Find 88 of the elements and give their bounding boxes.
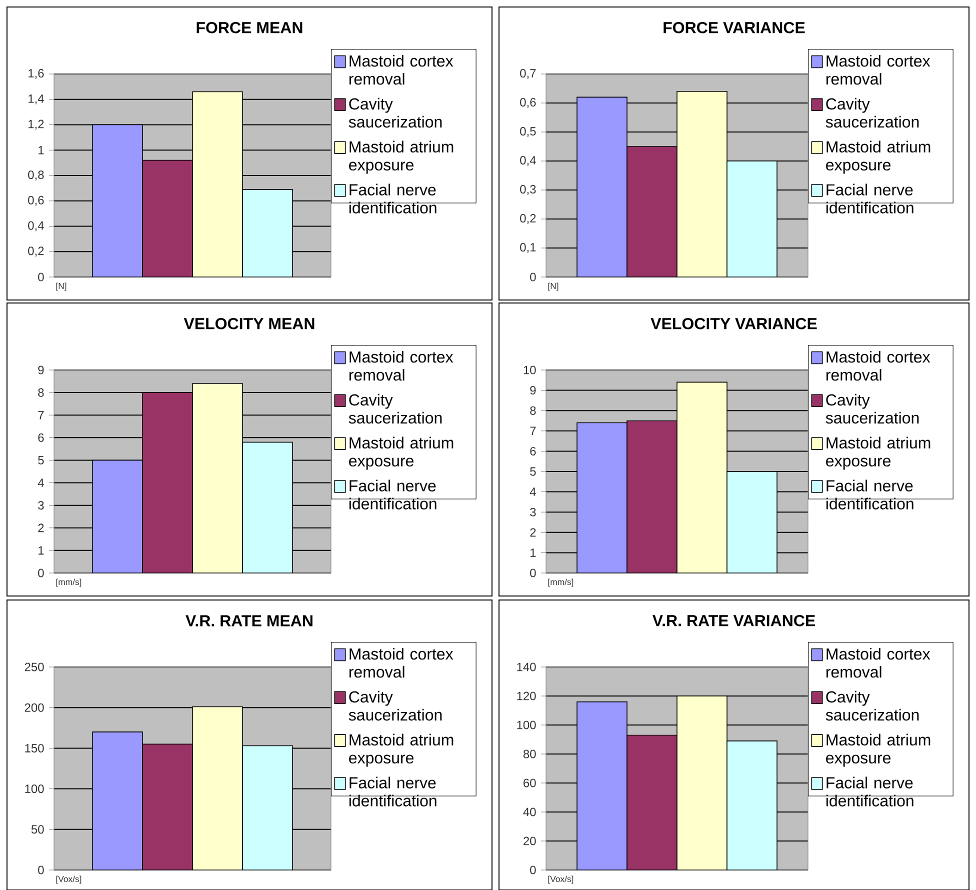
- y-tick-label: 0,4: [28, 221, 44, 232]
- y-tick-label: 60: [524, 778, 536, 788]
- y-tick-label: 5: [38, 456, 44, 464]
- chart-title: V.R. RATE VARIANCE: [652, 614, 816, 626]
- y-tick-label: 1: [530, 548, 536, 557]
- y-tick-label: 2: [38, 524, 44, 532]
- chart-title: FORCE MEAN: [196, 22, 302, 34]
- legend-label: Facial nerve identification: [349, 480, 436, 510]
- chart-title: VELOCITY VARIANCE: [650, 318, 817, 330]
- y-tick-label: 5: [530, 467, 536, 476]
- y-tick-label: 200: [24, 703, 44, 712]
- legend-label: Mastoid cortex removal: [349, 648, 454, 678]
- y-tick-label: 7: [530, 426, 536, 436]
- legend-label: Facial nerve identification: [826, 480, 914, 510]
- legend-label: Cavity saucerization: [826, 394, 919, 424]
- y-tick-label: 6: [38, 433, 44, 442]
- legend-label: Facial nerve identification: [826, 184, 914, 214]
- y-tick-label: 0,2: [28, 246, 44, 257]
- y-tick-label: 3: [530, 508, 536, 516]
- x-axis-title: [mm/s]: [548, 578, 574, 587]
- legend-label: Mastoid atrium exposure: [349, 436, 454, 470]
- legend-label: Mastoid cortex removal: [349, 54, 454, 85]
- y-tick-label: 1,6: [28, 69, 44, 79]
- y-tick-label: 9: [38, 366, 44, 374]
- y-tick-label: 250: [24, 662, 44, 672]
- y-tick-label: 1,4: [28, 94, 44, 104]
- y-tick-label: 0,8: [28, 170, 44, 180]
- legend-label: Cavity saucerization: [348, 690, 442, 721]
- y-tick-label: 100: [25, 784, 44, 794]
- y-tick-label: 150: [25, 744, 44, 752]
- y-tick-label: 20: [524, 836, 536, 846]
- legend-label: Mastoid cortex removal: [826, 54, 930, 85]
- y-tick-label: 7: [38, 410, 44, 420]
- y-tick-label: 8: [38, 388, 44, 397]
- legend-label: Facial nerve identification: [349, 776, 436, 806]
- legend-label: Mastoid atrium exposure: [826, 140, 930, 174]
- y-tick-label: 0: [38, 272, 44, 282]
- legend-label: Facial nerve identification: [349, 184, 436, 214]
- y-tick-label: 1: [38, 546, 44, 555]
- y-tick-label: 0,6: [520, 98, 536, 108]
- y-tick-label: 0,4: [520, 156, 536, 166]
- chart-title: VELOCITY MEAN: [184, 318, 314, 330]
- legend-label: Mastoid cortex removal: [349, 350, 454, 381]
- legend-label: Facial nerve identification: [826, 776, 914, 806]
- legend-label: Cavity saucerization: [348, 394, 442, 424]
- legend-label: Mastoid atrium exposure: [349, 734, 454, 767]
- y-tick-label: 0,7: [520, 69, 536, 79]
- y-tick-label: 8: [530, 406, 536, 415]
- legend-label: Mastoid atrium exposure: [826, 734, 930, 767]
- x-axis-title: [Vox/s]: [548, 876, 574, 884]
- y-tick-label: 100: [517, 720, 536, 730]
- y-tick-label: 0: [530, 568, 536, 578]
- y-tick-label: 0: [38, 866, 44, 874]
- y-tick-label: 140: [517, 662, 536, 672]
- x-axis-title: [mm/s]: [56, 578, 82, 587]
- y-tick-label: 0,1: [520, 243, 536, 253]
- y-tick-label: 9: [530, 386, 536, 395]
- y-tick-label: 0,5: [520, 127, 536, 137]
- legend-label: Cavity saucerization: [826, 690, 919, 721]
- y-tick-label: 50: [31, 825, 44, 834]
- y-tick-label: 10: [524, 366, 536, 374]
- y-tick-label: 0: [530, 272, 536, 282]
- y-tick-label: 40: [523, 808, 536, 816]
- legend-label: Mastoid atrium exposure: [349, 140, 454, 174]
- y-tick-label: 4: [38, 478, 44, 487]
- x-axis-title: [N]: [548, 282, 558, 291]
- y-tick-label: 2: [530, 528, 536, 537]
- y-tick-label: 0,3: [520, 185, 536, 195]
- y-tick-label: 80: [523, 750, 536, 758]
- y-tick-label: 0: [530, 866, 536, 874]
- y-tick-label: 1,2: [28, 120, 44, 130]
- y-tick-label: 1: [38, 146, 44, 154]
- chart-title: V.R. RATE MEAN: [186, 615, 312, 626]
- chart-title: FORCE VARIANCE: [664, 22, 805, 34]
- legend-label: Cavity saucerization: [348, 98, 442, 128]
- y-tick-label: 120: [517, 692, 536, 700]
- y-tick-label: 4: [530, 488, 536, 496]
- y-tick-label: 0: [38, 568, 44, 578]
- legend-label: Mastoid atrium exposure: [826, 436, 930, 470]
- x-axis-title: [N]: [56, 282, 66, 291]
- y-tick-label: 3: [38, 501, 44, 510]
- legend-label: Mastoid cortex removal: [826, 350, 930, 381]
- y-tick-label: 6: [530, 446, 536, 456]
- y-tick-label: 0,6: [28, 196, 44, 206]
- legend-label: Cavity saucerization: [826, 98, 919, 128]
- legend-label: Mastoid cortex removal: [826, 648, 930, 678]
- x-axis-title: [Vox/s]: [56, 876, 82, 884]
- y-tick-label: 0,2: [520, 214, 536, 224]
